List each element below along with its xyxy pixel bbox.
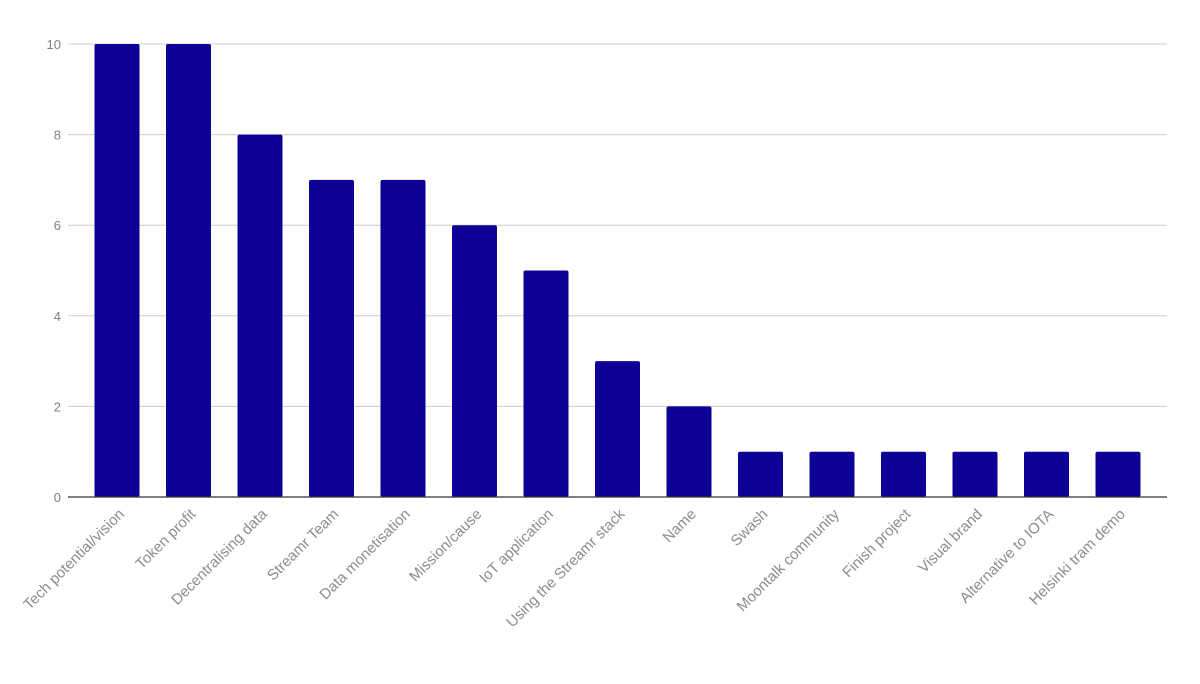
bar	[94, 44, 140, 497]
y-tick-label: 0	[54, 490, 61, 505]
bar	[452, 225, 497, 497]
bar	[166, 44, 211, 497]
x-tick-label: Finish project	[839, 505, 915, 581]
bar	[237, 134, 283, 497]
x-tick-label: Using the Streamr stack	[503, 505, 629, 631]
y-tick-label: 8	[54, 128, 61, 143]
y-tick-label: 6	[54, 218, 61, 233]
bar	[380, 179, 426, 497]
x-axis-tick-labels: Tech potential/vision Token profitDecentr…	[20, 505, 1129, 631]
bar	[523, 270, 569, 497]
bars	[94, 44, 1141, 497]
x-tick-label: Swash	[727, 506, 771, 550]
bar	[309, 179, 354, 497]
x-tick-label: Visual brand	[915, 506, 986, 577]
y-axis-tick-labels: 0 2 4 6 8 10	[47, 37, 61, 505]
bar	[952, 451, 998, 497]
bar	[809, 451, 855, 497]
x-tick-label: Streamr Team	[264, 506, 342, 584]
y-tick-label: 4	[54, 309, 61, 324]
bar	[1024, 451, 1069, 497]
bar	[738, 451, 783, 497]
bar	[666, 406, 712, 497]
x-tick-label: Tech potential/vision	[20, 506, 128, 614]
x-tick-label: Name	[660, 506, 700, 546]
gridlines	[68, 43, 1167, 407]
x-tick-label: Mission/cause	[406, 506, 485, 585]
y-tick-label: 2	[54, 399, 61, 414]
x-tick-label: Token profit	[132, 505, 199, 572]
x-tick-label: IoT application	[476, 506, 557, 587]
bar	[595, 361, 640, 497]
bar	[1095, 451, 1141, 497]
bar	[881, 451, 926, 497]
y-tick-label: 10	[47, 37, 61, 52]
